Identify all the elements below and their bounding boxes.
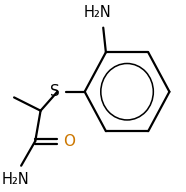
- Text: H₂N: H₂N: [2, 172, 30, 187]
- Text: H₂N: H₂N: [84, 5, 112, 20]
- Text: O: O: [63, 134, 75, 149]
- Text: S: S: [50, 84, 60, 99]
